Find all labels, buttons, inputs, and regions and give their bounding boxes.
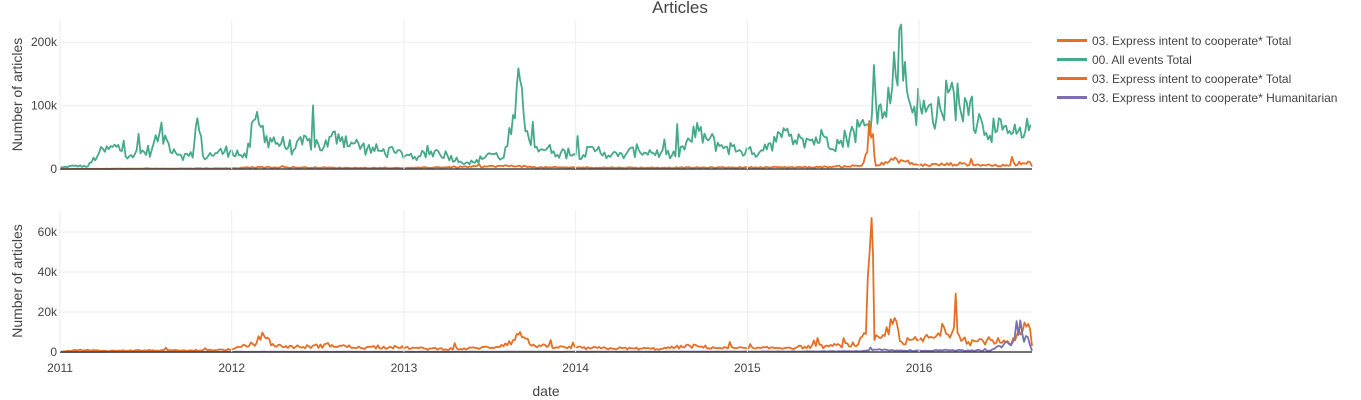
x-axis-label: date bbox=[532, 383, 559, 399]
legend[interactable]: 03. Express intent to cooperate* Total 00… bbox=[1057, 31, 1337, 107]
legend-label: 03. Express intent to cooperate* Total bbox=[1092, 33, 1292, 48]
legend-item[interactable]: 00. All events Total bbox=[1057, 50, 1337, 69]
legend-label: 03. Express intent to cooperate* Total bbox=[1092, 71, 1292, 86]
y-tick-label: 200k bbox=[31, 35, 58, 49]
x-axis: 2011 2012 2013 2014 2015 2016 bbox=[47, 20, 933, 375]
y-tick-label: 60k bbox=[38, 225, 58, 239]
legend-label: 03. Express intent to cooperate* Humanit… bbox=[1092, 90, 1338, 105]
y-tick-label: 40k bbox=[38, 265, 58, 279]
x-tick-label: 2015 bbox=[734, 361, 761, 375]
series-line bbox=[60, 120, 1033, 170]
series-line bbox=[60, 217, 1033, 353]
x-tick-label: 2011 bbox=[47, 361, 73, 375]
top-panel: 0 100k 200k Number of articles bbox=[9, 23, 1033, 176]
legend-label: 00. All events Total bbox=[1092, 52, 1192, 67]
legend-item[interactable]: 03. Express intent to cooperate* Total bbox=[1057, 31, 1337, 50]
legend-swatch bbox=[1057, 77, 1087, 80]
y-axis-label: Number of articles bbox=[9, 224, 25, 338]
y-tick-label: 0 bbox=[50, 345, 57, 359]
legend-swatch bbox=[1057, 58, 1087, 61]
y-tick-label: 0 bbox=[50, 162, 57, 176]
bottom-panel: 0 20k 40k 60k Number of articles bbox=[9, 217, 1033, 359]
series-line bbox=[59, 23, 1032, 169]
legend-item[interactable]: 03. Express intent to cooperate* Humanit… bbox=[1057, 88, 1337, 107]
chart-title: Articles bbox=[652, 0, 708, 17]
legend-item[interactable]: 03. Express intent to cooperate* Total bbox=[1057, 69, 1337, 88]
x-tick-label: 2012 bbox=[218, 361, 245, 375]
y-axis-label: Number of articles bbox=[9, 38, 25, 152]
y-tick-label: 20k bbox=[38, 305, 58, 319]
x-tick-label: 2013 bbox=[391, 361, 418, 375]
legend-swatch bbox=[1057, 96, 1087, 99]
x-tick-label: 2016 bbox=[906, 361, 933, 375]
x-tick-label: 2014 bbox=[562, 361, 589, 375]
legend-swatch bbox=[1057, 39, 1087, 42]
y-tick-label: 100k bbox=[31, 99, 58, 113]
